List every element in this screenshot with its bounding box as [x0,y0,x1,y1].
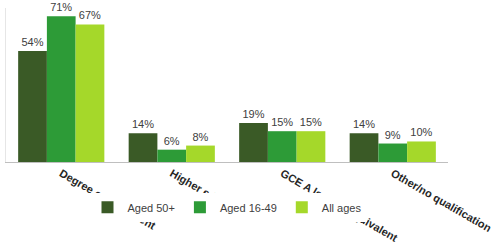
svg-text:6%: 6% [164,135,180,147]
svg-text:14%: 14% [132,118,154,130]
svg-text:All ages: All ages [322,202,362,214]
svg-text:71%: 71% [50,1,72,13]
svg-text:8%: 8% [192,131,208,143]
svg-text:15%: 15% [271,116,293,128]
svg-text:Aged 16-49: Aged 16-49 [220,202,277,214]
svg-text:54%: 54% [21,36,43,48]
svg-text:9%: 9% [385,129,401,141]
svg-text:14%: 14% [353,118,375,130]
svg-text:15%: 15% [300,116,322,128]
svg-text:Degree or equivalent: Degree or equivalent [57,166,158,232]
svg-text:Aged 50+: Aged 50+ [128,202,175,214]
svg-text:GCE A level or equivalent: GCE A level or equivalent [279,167,401,244]
svg-text:19%: 19% [242,108,264,120]
svg-text:10%: 10% [410,126,432,138]
svg-text:Other/no qualification: Other/no qualification [389,167,494,234]
svg-text:67%: 67% [79,9,101,21]
